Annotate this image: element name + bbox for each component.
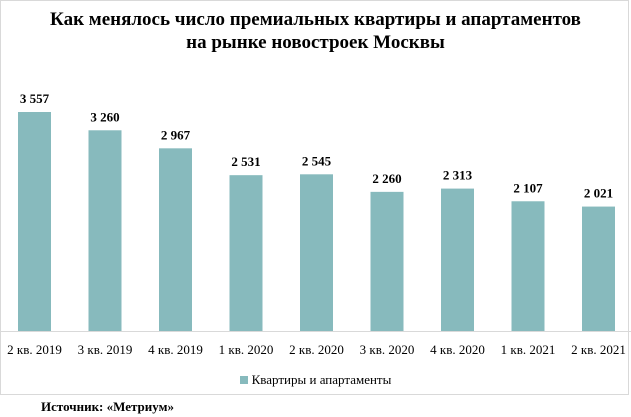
bar [159,148,192,331]
x-tick-label: 4 кв. 2020 [430,342,485,357]
bar [511,201,545,331]
data-label: 2 260 [372,171,401,186]
x-tick-label: 4 кв. 2019 [148,342,203,357]
x-tick-label: 1 кв. 2020 [219,342,274,357]
chart-frame [0,0,629,395]
chart-title-line-2: на рынке новостроек Москвы [186,32,445,53]
legend-swatch [239,376,248,384]
data-label: 2 545 [302,153,332,168]
bar [18,112,51,331]
data-label: 3 260 [90,109,119,124]
data-label: 2 967 [161,127,191,142]
bar [88,130,122,331]
data-label: 2 531 [231,154,260,169]
x-tick-label: 3 кв. 2020 [360,342,415,357]
bar [300,174,333,331]
x-tick-label: 1 кв. 2021 [501,342,556,357]
data-label: 2 313 [443,168,473,183]
bar [229,175,263,331]
legend-label: Квартиры и апартаменты [251,372,392,387]
chart-title-line-1: Как менялось число премиальных квартиры … [50,9,581,30]
x-tick-label: 3 кв. 2019 [78,342,133,357]
data-label: 2 021 [584,186,613,201]
x-tick-label: 2 кв. 2021 [571,342,626,357]
bar [370,191,404,331]
bar [582,206,615,331]
x-tick-label: 2 кв. 2019 [7,342,62,357]
source-note: Источник: «Метриум» [41,399,174,414]
bar [441,188,474,331]
data-label: 3 557 [20,91,50,106]
chart-title: Как менялось число премиальных квартиры … [0,8,631,54]
legend: Квартиры и апартаменты [0,372,631,388]
data-label: 2 107 [513,180,543,195]
x-tick-label: 2 кв. 2020 [289,342,344,357]
